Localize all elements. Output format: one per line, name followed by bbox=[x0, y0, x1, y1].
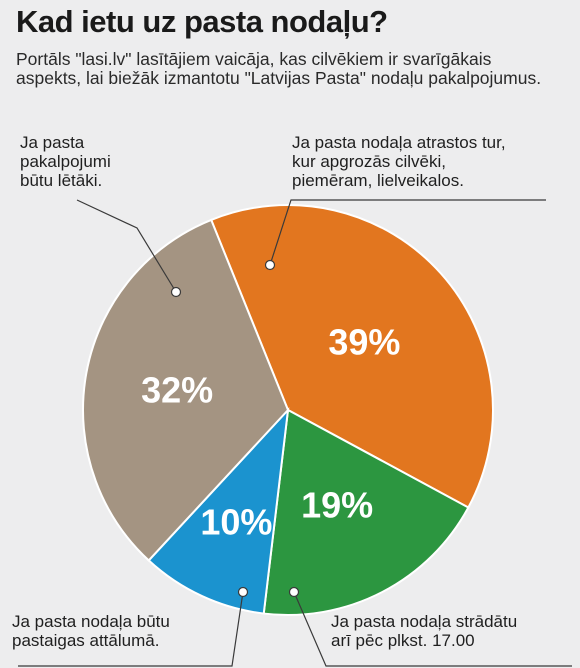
leader-walking-dot bbox=[237, 586, 249, 598]
value-label-cheaper: 32% bbox=[141, 370, 213, 411]
slice-hours bbox=[262, 408, 470, 616]
slice-cheaper bbox=[82, 218, 290, 562]
leader-crowded bbox=[269, 199, 546, 266]
leader-cheaper bbox=[76, 199, 177, 293]
chart-subtitle: Portāls "lasi.lv" lasītājiem vaicāja, ka… bbox=[16, 49, 542, 88]
slice-walking bbox=[147, 407, 290, 615]
label-walking: Ja pasta nodaļa būtu pastaigas attālumā. bbox=[12, 612, 170, 650]
leader-walking bbox=[18, 591, 244, 667]
leader-cheaper-dot bbox=[170, 286, 182, 298]
value-label-walking: 10% bbox=[200, 502, 272, 543]
slice-crowded bbox=[209, 204, 494, 509]
label-crowded: Ja pasta nodaļa atrastos tur, kur apgroz… bbox=[292, 133, 506, 190]
chart-title: Kad ietu uz pasta nodaļu? bbox=[16, 4, 388, 39]
label-hours: Ja pasta nodaļa strādātu arī pēc plkst. … bbox=[331, 612, 518, 650]
value-label-hours: 19% bbox=[301, 485, 373, 526]
leader-crowded-dot bbox=[264, 259, 276, 271]
leader-hours-dot bbox=[288, 586, 300, 598]
label-cheaper: Ja pasta pakalpojumi būtu lētāki. bbox=[20, 133, 111, 190]
leader-hours bbox=[293, 591, 572, 667]
value-label-crowded: 39% bbox=[328, 322, 400, 363]
